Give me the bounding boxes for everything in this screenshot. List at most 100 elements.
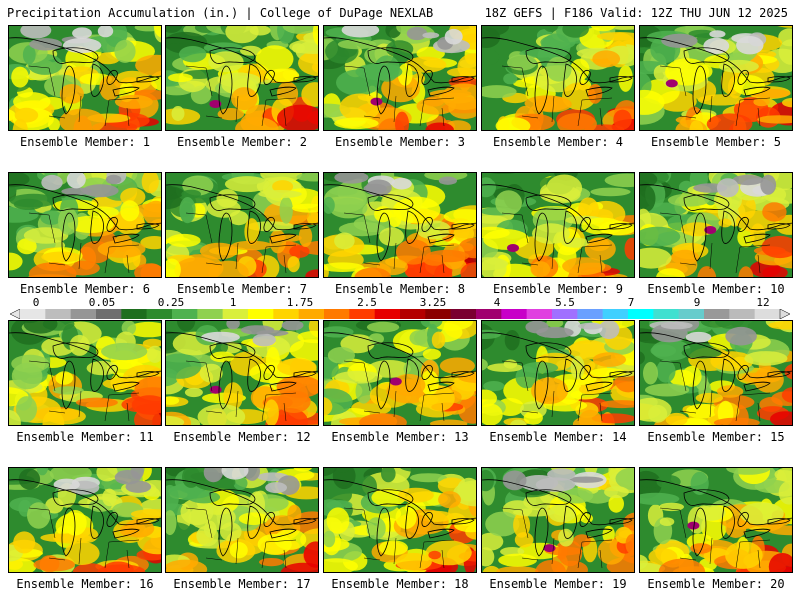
model-run-info: 18Z GEFS | F186 Valid: 12Z THU JUN 12 20… <box>484 6 788 20</box>
colorbar-swatch <box>628 309 654 319</box>
colorbar-tick-label: 5.5 <box>555 296 575 309</box>
colorbar-swatch <box>653 309 679 319</box>
ensemble-member-label: Ensemble Member: 6 <box>19 282 151 296</box>
ensemble-member-label: Ensemble Member: 3 <box>334 135 466 149</box>
precipitation-map <box>9 321 161 425</box>
ensemble-member-label: Ensemble Member: 15 <box>647 430 785 444</box>
colorbar-swatch <box>678 309 705 319</box>
colorbar-tick-label: 0.05 <box>88 296 116 309</box>
colorbar-swatch <box>324 309 350 319</box>
colorbar-tick-label: 3.25 <box>419 296 447 309</box>
precipitation-map <box>9 173 161 277</box>
precipitation-map <box>482 321 634 425</box>
colorbar-tick-label: 7 <box>627 296 635 309</box>
ensemble-member-label: Ensemble Member: 12 <box>173 430 311 444</box>
ensemble-member-map <box>165 172 319 278</box>
colorbar-swatch <box>602 309 629 319</box>
ensemble-member-map <box>481 320 635 426</box>
colorbar-tick-label: 9 <box>693 296 701 309</box>
precipitation-map <box>324 26 476 130</box>
colorbar-swatch <box>146 309 173 319</box>
precipitation-map <box>324 173 476 277</box>
precipitation-colorbar <box>10 309 790 319</box>
colorbar-swatch <box>425 309 451 319</box>
precipitation-map <box>9 468 161 572</box>
colorbar-swatch <box>70 309 97 319</box>
ensemble-member-label: Ensemble Member: 20 <box>647 577 785 591</box>
colorbar-swatch <box>222 309 249 319</box>
ensemble-member-map <box>323 25 477 131</box>
ensemble-member-map <box>8 172 162 278</box>
precipitation-map <box>640 26 792 130</box>
ensemble-member-map <box>639 25 793 131</box>
ensemble-member-label: Ensemble Member: 9 <box>492 282 624 296</box>
colorbar-swatch <box>45 309 71 319</box>
ensemble-member-label: Ensemble Member: 19 <box>489 577 627 591</box>
colorbar-swatch <box>577 309 603 319</box>
colorbar-tick-label: 1 <box>229 296 237 309</box>
colorbar-swatch <box>349 309 375 319</box>
colorbar-swatch <box>400 309 426 319</box>
ensemble-member-map <box>481 467 635 573</box>
ensemble-member-label: Ensemble Member: 14 <box>489 430 627 444</box>
colorbar-min-arrow <box>10 309 21 319</box>
page-title: Precipitation Accumulation (in.) | Colle… <box>7 6 434 20</box>
colorbar-swatch <box>754 309 781 319</box>
precipitation-map <box>482 468 634 572</box>
ensemble-member-label: Ensemble Member: 7 <box>176 282 308 296</box>
ensemble-member-map <box>481 172 635 278</box>
ensemble-member-map <box>639 320 793 426</box>
colorbar-swatch <box>20 309 46 319</box>
colorbar-swatch <box>552 309 578 319</box>
colorbar-swatch <box>476 309 502 319</box>
ensemble-member-label: Ensemble Member: 13 <box>331 430 469 444</box>
precipitation-map <box>166 173 318 277</box>
ensemble-member-label: Ensemble Member: 18 <box>331 577 469 591</box>
precipitation-map <box>166 26 318 130</box>
ensemble-member-label: Ensemble Member: 10 <box>647 282 785 296</box>
colorbar-swatch <box>248 309 274 319</box>
colorbar-swatch <box>374 309 401 319</box>
colorbar-swatch <box>197 309 223 319</box>
precipitation-map <box>324 321 476 425</box>
precipitation-map <box>166 321 318 425</box>
precipitation-map <box>9 26 161 130</box>
precipitation-map <box>640 468 792 572</box>
precipitation-map <box>640 173 792 277</box>
colorbar-swatch <box>172 309 198 319</box>
precipitation-map <box>482 26 634 130</box>
colorbar-tick-label: 4 <box>493 296 501 309</box>
colorbar-swatch <box>96 309 122 319</box>
ensemble-member-label: Ensemble Member: 16 <box>16 577 154 591</box>
colorbar-swatch <box>450 309 477 319</box>
colorbar-tick-label: 1.75 <box>286 296 314 309</box>
ensemble-member-map <box>639 172 793 278</box>
colorbar-tick-label: 0.25 <box>157 296 185 309</box>
colorbar-swatch <box>704 309 730 319</box>
ensemble-member-map <box>165 320 319 426</box>
ensemble-member-label: Ensemble Member: 4 <box>492 135 624 149</box>
colorbar-swatch <box>526 309 553 319</box>
precipitation-map <box>324 468 476 572</box>
ensemble-member-map <box>323 467 477 573</box>
colorbar-swatch <box>501 309 527 319</box>
ensemble-member-label: Ensemble Member: 2 <box>176 135 308 149</box>
ensemble-member-map <box>639 467 793 573</box>
colorbar-tick-label: 12 <box>756 296 770 309</box>
ensemble-member-label: Ensemble Member: 1 <box>19 135 151 149</box>
colorbar-max-arrow <box>779 309 790 319</box>
ensemble-member-map <box>481 25 635 131</box>
precipitation-map <box>482 173 634 277</box>
ensemble-member-map <box>323 320 477 426</box>
ensemble-member-label: Ensemble Member: 8 <box>334 282 466 296</box>
colorbar-swatch <box>273 309 299 319</box>
colorbar-swatch <box>298 309 325 319</box>
colorbar-tick-label: 0 <box>32 296 40 309</box>
ensemble-member-map <box>165 25 319 131</box>
ensemble-member-map <box>8 320 162 426</box>
ensemble-member-label: Ensemble Member: 5 <box>650 135 782 149</box>
ensemble-member-map <box>8 467 162 573</box>
colorbar-swatch <box>729 309 755 319</box>
ensemble-member-map <box>323 172 477 278</box>
ensemble-member-map <box>8 25 162 131</box>
